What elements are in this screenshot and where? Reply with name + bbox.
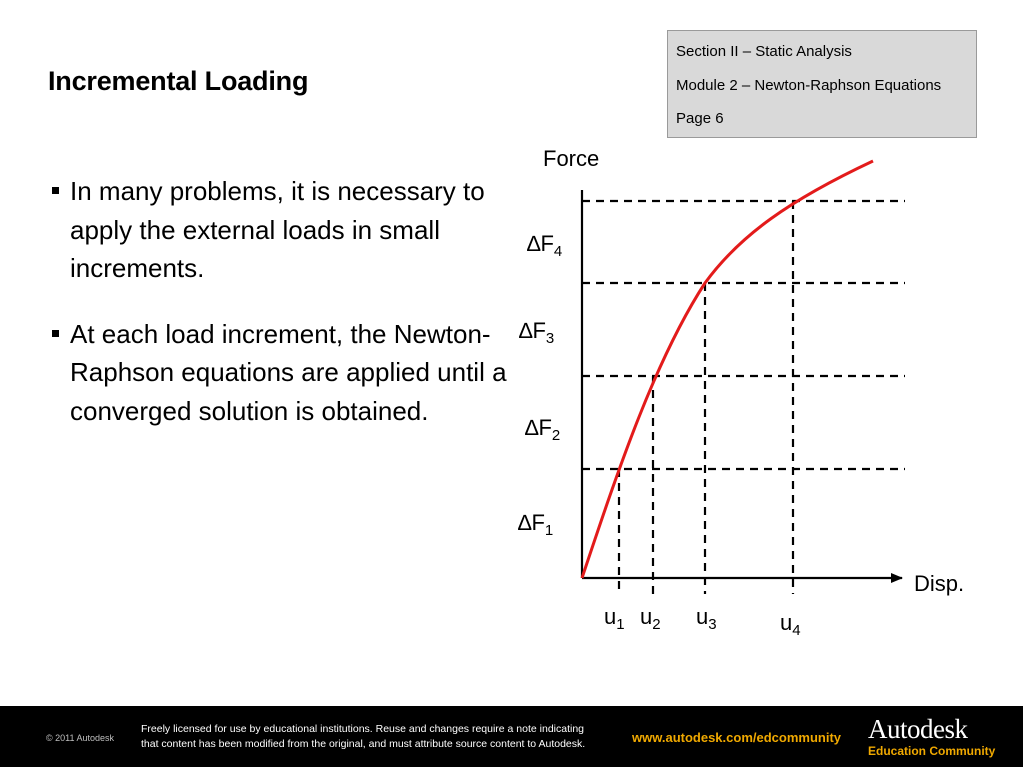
education-community-label: Education Community: [868, 744, 996, 758]
section-label: Section II – Static Analysis: [676, 43, 852, 60]
load-displacement-curve: [580, 159, 874, 579]
force-axis-label: Force: [543, 146, 599, 171]
square-bullet-icon: [52, 187, 59, 194]
footer-bar: © 2011 Autodesk Freely licensed for use …: [0, 706, 1023, 767]
displacement-label: u2: [640, 604, 661, 633]
autodesk-logo: Autodesk: [868, 714, 968, 744]
displacement-label: u3: [696, 604, 717, 633]
community-link[interactable]: www.autodesk.com/edcommunity: [632, 730, 842, 745]
displacement-label: u4: [780, 610, 801, 639]
load-increment-label: ∆F1: [518, 510, 553, 539]
license-text: Freely licensed for use by educational i…: [141, 722, 585, 752]
bullet-item: In many problems, it is necessary to app…: [52, 172, 512, 288]
license-line: that content has been modified from the …: [141, 738, 586, 750]
section-info-box: Section II – Static Analysis Module 2 – …: [667, 30, 977, 138]
copyright-text: © 2011 Autodesk: [46, 733, 115, 743]
load-increment-label: ∆F4: [527, 231, 562, 260]
slide-title: Incremental Loading: [48, 66, 309, 96]
page-label: Page 6: [676, 110, 724, 127]
displacement-axis-label: Disp.: [914, 571, 964, 596]
displacement-label: u1: [604, 604, 625, 633]
bullet-item: At each load increment, the Newton-Raphs…: [52, 315, 512, 431]
load-increment-label: ∆F2: [525, 415, 560, 444]
bullet-text: At each load increment, the Newton-Raphs…: [70, 318, 507, 426]
bullet-list: In many problems, it is necessary to app…: [52, 172, 512, 457]
module-label: Module 2 – Newton-Raphson Equations: [676, 76, 942, 94]
bullet-text: In many problems, it is necessary to app…: [70, 176, 485, 283]
load-increment-label: ∆F3: [519, 318, 554, 347]
load-displacement-diagram: Force Disp. ∆F4 ∆F3 ∆F2 ∆F1 u1 u2 u3 u4: [518, 146, 964, 639]
license-line: Freely licensed for use by educational i…: [141, 723, 585, 735]
square-bullet-icon: [52, 329, 59, 337]
